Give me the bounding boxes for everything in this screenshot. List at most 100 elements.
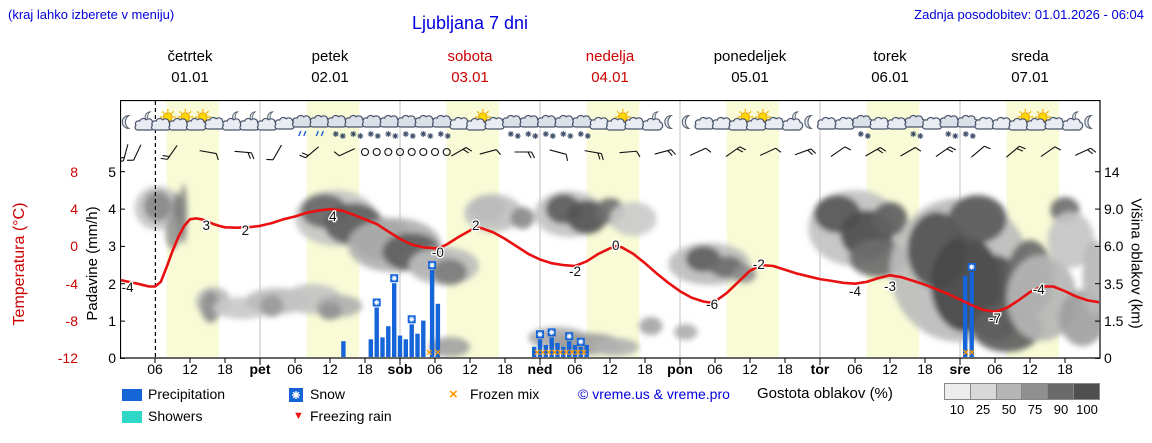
copyright-link[interactable]: © vreme.us & vreme.pro bbox=[578, 386, 730, 402]
x-tick-hour: 18 bbox=[777, 361, 793, 377]
cloud-height-tick-value: 9.0 bbox=[1104, 201, 1124, 217]
day-name: torek bbox=[873, 48, 907, 65]
svg-text:×: × bbox=[426, 347, 432, 359]
x-tick-hour: 12 bbox=[182, 361, 198, 377]
x-tick-hour: 12 bbox=[742, 361, 758, 377]
temp-tick-value: -4 bbox=[65, 276, 78, 292]
day-date: 03.01 bbox=[451, 69, 489, 86]
x-tick-hour: 06 bbox=[847, 361, 863, 377]
day-date: 05.01 bbox=[731, 69, 769, 86]
precipitation-swatch bbox=[122, 389, 142, 401]
density-value: 75 bbox=[1027, 402, 1043, 417]
svg-text:-4: -4 bbox=[1033, 282, 1045, 297]
density-value: 50 bbox=[1001, 402, 1017, 417]
cloud-height-tick-value: 1.5 bbox=[1104, 313, 1124, 329]
day-name: četrtek bbox=[167, 48, 213, 65]
x-tick-hour: 06 bbox=[287, 361, 303, 377]
cloud-height-tick-value: 0 bbox=[1104, 350, 1112, 366]
density-value: 90 bbox=[1053, 402, 1069, 417]
frozen-mix-markers: × × × × × × × × × × × × × bbox=[426, 347, 975, 359]
freezing-rain-legend-label: Freezing rain bbox=[310, 408, 392, 424]
svg-text:-4: -4 bbox=[122, 280, 134, 295]
x-tick-hour: 12 bbox=[882, 361, 898, 377]
frozen-mix-icon: × bbox=[449, 386, 458, 403]
x-tick-hour: 12 bbox=[602, 361, 618, 377]
x-tick-hour: 18 bbox=[217, 361, 233, 377]
density-value: 10 bbox=[949, 402, 965, 417]
x-tick-day: pon bbox=[667, 361, 693, 377]
x-tick-hour: 12 bbox=[1022, 361, 1038, 377]
cloud-height-axis-label: Višina oblakov (km) bbox=[1127, 198, 1145, 329]
density-value: 100 bbox=[1076, 402, 1098, 417]
svg-text:2: 2 bbox=[242, 223, 250, 238]
day-date: 01.01 bbox=[171, 69, 209, 86]
density-swatch bbox=[970, 383, 997, 400]
cloud-density-values: 10 25 50 75 90 100 bbox=[944, 402, 1112, 417]
day-name: sreda bbox=[1011, 48, 1049, 65]
x-tick-day: sre bbox=[949, 361, 971, 377]
x-tick-hour: 06 bbox=[427, 361, 443, 377]
svg-text:-4: -4 bbox=[849, 284, 861, 299]
meteogram-chart: × × × × × × × × × × × × ×-43 24-02-20-6-2-4 -3-7-4 bbox=[120, 100, 1101, 365]
svg-text:×: × bbox=[435, 347, 441, 359]
svg-text:×: × bbox=[563, 347, 569, 359]
weather-icons bbox=[121, 109, 1094, 139]
density-value: 25 bbox=[975, 402, 991, 417]
density-swatch bbox=[996, 383, 1023, 400]
x-tick-hour: 18 bbox=[497, 361, 513, 377]
svg-text:×: × bbox=[575, 347, 581, 359]
svg-text:3: 3 bbox=[203, 218, 211, 233]
x-tick-hour: 18 bbox=[1057, 361, 1073, 377]
temperature-line bbox=[121, 207, 1099, 313]
svg-text:×: × bbox=[557, 347, 563, 359]
svg-text:×: × bbox=[551, 347, 557, 359]
precipitation-legend-label: Precipitation bbox=[148, 386, 226, 402]
svg-text:2: 2 bbox=[472, 218, 480, 233]
x-tick-hour: 06 bbox=[987, 361, 1003, 377]
frozen-mix-legend-label: Frozen mix bbox=[470, 386, 540, 402]
x-tick-hour: 18 bbox=[917, 361, 933, 377]
wind-barbs bbox=[120, 144, 1097, 163]
x-tick-hour: 18 bbox=[637, 361, 653, 377]
temp-tick-value: -12 bbox=[57, 350, 78, 366]
precip-bars bbox=[341, 270, 974, 357]
x-tick-day: pet bbox=[249, 361, 271, 377]
precip-tick-value: 5 bbox=[108, 164, 116, 180]
cloud-density-gradient bbox=[944, 383, 1100, 400]
page-title: Ljubljana 7 dni bbox=[411, 13, 529, 33]
svg-text:4: 4 bbox=[329, 209, 337, 224]
svg-text:×: × bbox=[534, 347, 540, 359]
precip-tick-value: 2 bbox=[108, 276, 116, 292]
temp-tick-value: 8 bbox=[70, 164, 78, 180]
precip-tick-value: 4 bbox=[108, 201, 116, 217]
day-date: 04.01 bbox=[591, 69, 629, 86]
svg-text:-6: -6 bbox=[706, 297, 718, 312]
x-tick-hour: 06 bbox=[707, 361, 723, 377]
svg-text:×: × bbox=[581, 347, 587, 359]
cloud-height-tick-value: 14 bbox=[1104, 164, 1120, 180]
x-tick-day: ned bbox=[527, 361, 553, 377]
snow-markers bbox=[372, 261, 976, 346]
day-date: 06.01 bbox=[871, 69, 909, 86]
temp-tick-value: 4 bbox=[70, 201, 78, 217]
x-tick-day: sob bbox=[387, 361, 413, 377]
svg-text:-2: -2 bbox=[753, 257, 765, 272]
density-swatch bbox=[944, 383, 971, 400]
location-hint: (kraj lahko izberete v meniju) bbox=[8, 7, 175, 22]
day-name: nedelja bbox=[585, 48, 635, 65]
svg-text:-0: -0 bbox=[432, 245, 444, 260]
day-name: sobota bbox=[447, 48, 493, 65]
showers-swatch bbox=[122, 411, 142, 423]
temp-axis-label: Temperatura (°C) bbox=[11, 202, 28, 326]
last-update-timestamp: Zadnja posodobitev: 01.01.2026 - 06:04 bbox=[914, 7, 1144, 22]
precip-tick-value: 1 bbox=[108, 313, 116, 329]
cloud-layer bbox=[134, 184, 1099, 357]
svg-text:×: × bbox=[540, 347, 546, 359]
svg-text:-3: -3 bbox=[884, 279, 896, 294]
x-tick-hour: 12 bbox=[322, 361, 338, 377]
density-swatch bbox=[1074, 383, 1100, 400]
day-name: ponedeljek bbox=[713, 48, 787, 65]
cloud-density-title: Gostota oblakov (%) bbox=[757, 385, 893, 402]
freezing-rain-icon: ▼ bbox=[293, 410, 304, 422]
